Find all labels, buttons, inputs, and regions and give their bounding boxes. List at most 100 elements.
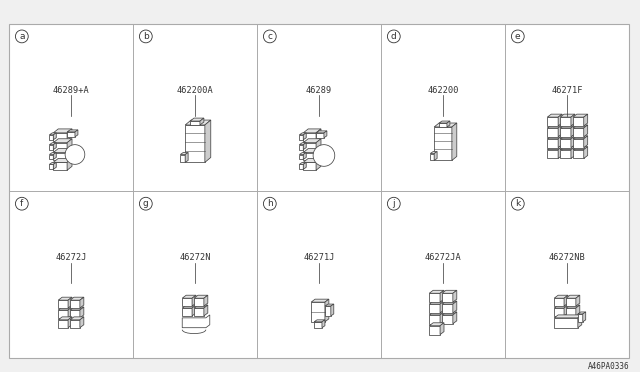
Polygon shape [68,307,72,318]
Polygon shape [442,290,457,293]
Polygon shape [429,323,444,326]
Polygon shape [185,120,211,125]
Text: g: g [143,199,148,208]
Polygon shape [453,312,457,324]
Polygon shape [49,143,56,145]
Polygon shape [58,317,72,320]
Polygon shape [566,295,580,298]
Text: c: c [268,32,272,41]
Polygon shape [311,302,325,322]
Polygon shape [316,148,321,160]
Polygon shape [300,143,306,145]
Polygon shape [576,295,580,306]
Polygon shape [49,135,53,140]
Polygon shape [547,117,558,126]
Polygon shape [442,301,457,304]
Polygon shape [194,308,204,316]
Polygon shape [430,154,434,160]
Polygon shape [442,312,457,315]
Polygon shape [192,295,196,306]
Polygon shape [560,114,575,117]
Polygon shape [204,305,208,316]
Polygon shape [49,164,53,169]
Polygon shape [80,317,84,328]
Polygon shape [80,307,84,318]
Polygon shape [182,305,196,308]
Text: 462200A: 462200A [177,86,213,95]
Polygon shape [53,139,72,143]
Polygon shape [560,139,571,148]
Polygon shape [70,317,84,320]
Polygon shape [440,301,444,313]
Polygon shape [67,148,72,160]
Text: j: j [392,199,395,208]
Polygon shape [573,128,584,137]
Polygon shape [194,298,204,306]
Polygon shape [439,121,450,123]
Polygon shape [453,290,457,302]
Polygon shape [558,114,562,126]
Polygon shape [429,315,440,324]
Polygon shape [194,295,208,298]
Polygon shape [429,312,444,315]
Polygon shape [331,304,334,316]
Polygon shape [578,314,583,322]
Polygon shape [311,299,329,302]
Polygon shape [573,114,588,117]
Text: 46289+A: 46289+A [52,86,90,95]
Text: a: a [19,32,24,41]
Polygon shape [200,118,204,125]
Text: h: h [267,199,273,208]
Text: 46272N: 46272N [179,253,211,262]
Polygon shape [300,153,306,154]
Polygon shape [571,147,575,158]
Polygon shape [300,154,303,160]
Polygon shape [440,290,444,302]
Polygon shape [560,117,571,126]
Polygon shape [58,297,72,300]
Polygon shape [303,153,306,160]
Text: A46PA0336: A46PA0336 [588,362,629,371]
Polygon shape [560,128,571,137]
Polygon shape [53,143,56,150]
Polygon shape [316,139,321,151]
Polygon shape [53,158,72,162]
Polygon shape [185,153,188,162]
Text: k: k [515,199,520,208]
Polygon shape [434,127,452,160]
Polygon shape [576,305,580,316]
Polygon shape [324,131,327,138]
Polygon shape [70,297,84,300]
Polygon shape [300,162,306,164]
Circle shape [140,30,152,43]
Polygon shape [429,290,444,293]
Polygon shape [53,148,72,153]
Polygon shape [58,320,68,328]
Polygon shape [53,129,72,133]
Polygon shape [53,143,67,151]
Polygon shape [180,154,185,162]
Polygon shape [564,305,568,316]
Polygon shape [429,304,440,313]
Polygon shape [303,162,316,170]
Polygon shape [566,298,576,306]
Polygon shape [53,133,67,141]
Polygon shape [49,133,56,135]
Polygon shape [58,300,68,308]
Polygon shape [205,120,211,162]
Polygon shape [58,310,68,318]
Polygon shape [560,150,571,158]
Polygon shape [49,153,56,154]
Text: e: e [515,32,520,41]
Polygon shape [434,123,457,127]
Polygon shape [558,125,562,137]
Text: 46272JA: 46272JA [424,253,461,262]
Polygon shape [554,308,564,316]
Text: d: d [391,32,397,41]
Polygon shape [554,305,568,308]
Polygon shape [53,162,67,170]
Polygon shape [67,130,78,132]
Polygon shape [583,312,586,322]
Polygon shape [554,318,578,328]
Polygon shape [49,145,53,150]
